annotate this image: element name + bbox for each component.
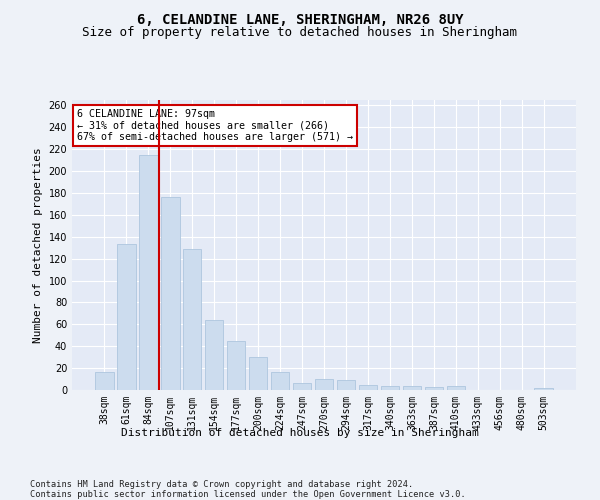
- Bar: [446, 386, 465, 390]
- Bar: [293, 384, 311, 390]
- Bar: [183, 249, 202, 390]
- Bar: [403, 386, 421, 390]
- Text: 6 CELANDINE LANE: 97sqm
← 31% of detached houses are smaller (266)
67% of semi-d: 6 CELANDINE LANE: 97sqm ← 31% of detache…: [77, 108, 353, 142]
- Bar: [139, 154, 158, 390]
- Text: Size of property relative to detached houses in Sheringham: Size of property relative to detached ho…: [83, 26, 517, 39]
- Bar: [161, 198, 179, 390]
- Bar: [205, 320, 223, 390]
- Bar: [359, 384, 377, 390]
- Bar: [337, 380, 355, 390]
- Bar: [535, 388, 553, 390]
- Bar: [314, 379, 334, 390]
- Text: 6, CELANDINE LANE, SHERINGHAM, NR26 8UY: 6, CELANDINE LANE, SHERINGHAM, NR26 8UY: [137, 12, 463, 26]
- Bar: [249, 357, 268, 390]
- Bar: [425, 386, 443, 390]
- Bar: [227, 341, 245, 390]
- Bar: [95, 372, 113, 390]
- Bar: [117, 244, 136, 390]
- Bar: [271, 372, 289, 390]
- Bar: [380, 386, 399, 390]
- Y-axis label: Number of detached properties: Number of detached properties: [33, 147, 43, 343]
- Text: Contains HM Land Registry data © Crown copyright and database right 2024.
Contai: Contains HM Land Registry data © Crown c…: [30, 480, 466, 500]
- Text: Distribution of detached houses by size in Sheringham: Distribution of detached houses by size …: [121, 428, 479, 438]
